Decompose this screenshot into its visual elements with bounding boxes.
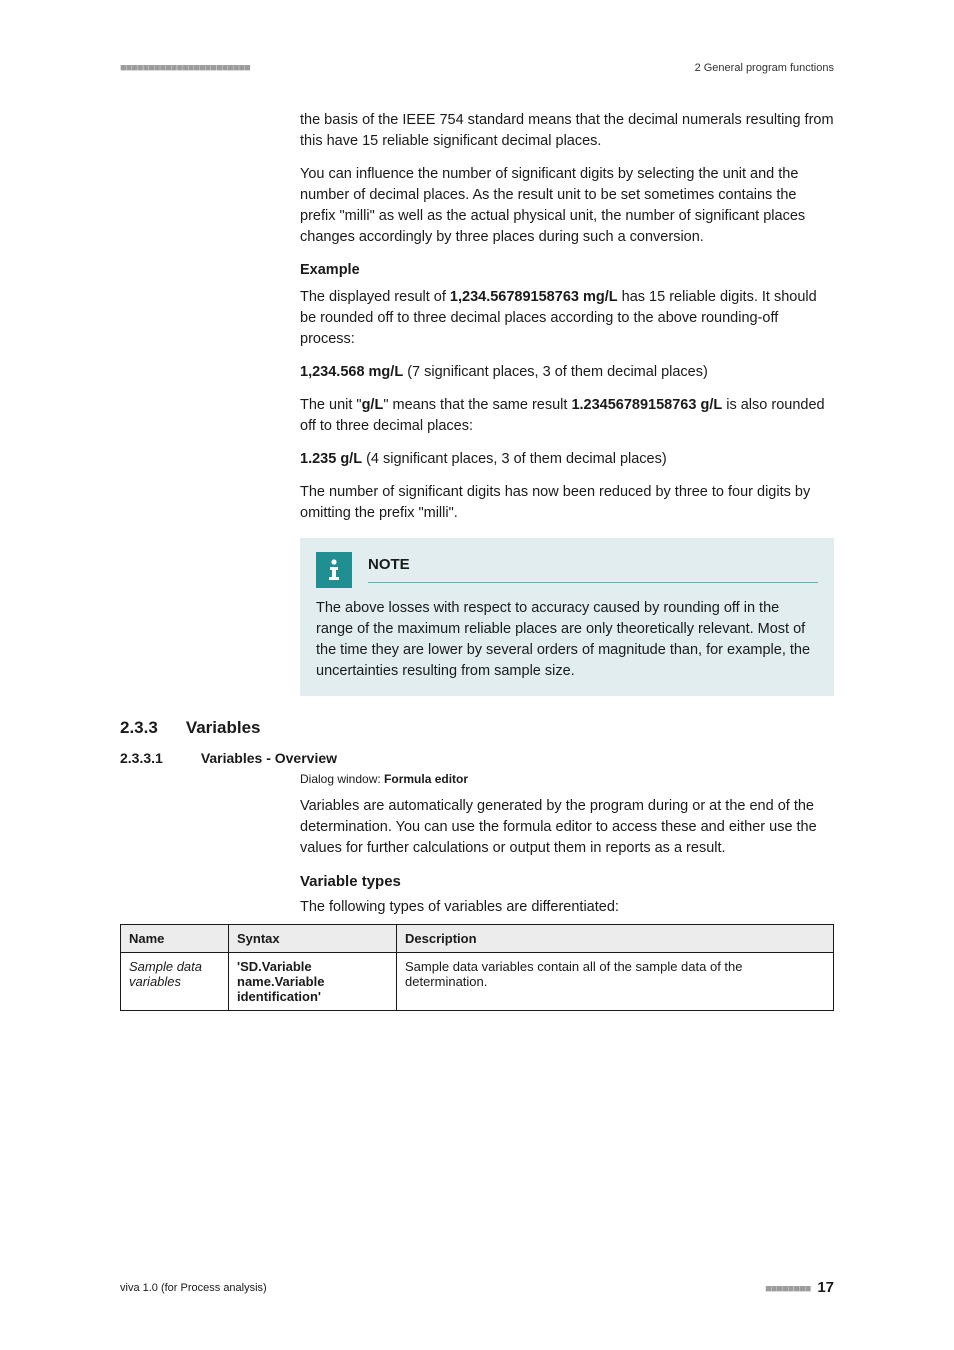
variable-types-intro: The following types of variables are dif… — [300, 897, 834, 918]
note-header: NOTE — [316, 552, 818, 588]
heading-3-number: 2.3.3.1 — [120, 750, 163, 766]
value-g-rounded: 1.235 g/L — [300, 451, 362, 467]
paragraph-example-intro: The displayed result of 1,234.5678915876… — [300, 287, 834, 350]
note-title: NOTE — [368, 556, 410, 573]
heading-3: 2.3.3.1 Variables - Overview — [120, 750, 834, 766]
note-box: NOTE The above losses with respect to ac… — [300, 538, 834, 696]
header-dots-decoration: ■■■■■■■■■■■■■■■■■■■■■■■ — [120, 62, 250, 74]
footer-right: ■■■■■■■■ 17 — [765, 1279, 834, 1296]
dialog-prefix: Dialog window: — [300, 772, 384, 786]
col-header-name: Name — [121, 925, 229, 953]
variables-table: Name Syntax Description Sample data vari… — [120, 924, 834, 1011]
cell-description: Sample data variables contain all of the… — [397, 953, 834, 1011]
paragraph-g-intro: The unit "g/L" means that the same resul… — [300, 395, 834, 437]
table-row: Sample data variables 'SD.Variable name.… — [121, 953, 834, 1011]
footer-product: viva 1.0 (for Process analysis) — [120, 1282, 267, 1294]
unit-g-per-l: g/L — [362, 397, 384, 413]
table-header-row: Name Syntax Description — [121, 925, 834, 953]
paragraph-ieee: the basis of the IEEE 754 standard means… — [300, 110, 834, 152]
heading-2: 2.3.3 Variables — [120, 718, 834, 738]
info-icon — [316, 552, 352, 588]
page-footer: viva 1.0 (for Process analysis) ■■■■■■■■… — [120, 1279, 834, 1296]
text-fragment: " means that the same result — [383, 397, 571, 413]
main-text-column: the basis of the IEEE 754 standard means… — [300, 110, 834, 696]
paragraph-influence: You can influence the number of signific… — [300, 164, 834, 248]
variables-intro: Variables are automatically generated by… — [300, 796, 834, 859]
heading-3-title: Variables - Overview — [201, 750, 337, 766]
cell-syntax: 'SD.Variable name.Variable identificatio… — [229, 953, 397, 1011]
note-body: The above losses with respect to accurac… — [316, 598, 818, 682]
header-chapter-title: 2 General program functions — [695, 62, 834, 74]
heading-2-title: Variables — [186, 718, 261, 738]
footer-page-number: 17 — [817, 1279, 834, 1296]
value-g-full: 1.23456789158763 g/L — [571, 397, 722, 413]
heading-2-number: 2.3.3 — [120, 718, 158, 738]
value-mg-rounded: 1,234.568 mg/L — [300, 364, 403, 380]
cell-name: Sample data variables — [121, 953, 229, 1011]
example-heading: Example — [300, 260, 834, 281]
section-body: Variables are automatically generated by… — [300, 796, 834, 918]
value-mg-full: 1,234.56789158763 mg/L — [450, 289, 618, 305]
col-header-description: Description — [397, 925, 834, 953]
text-fragment: (4 significant places, 3 of them decimal… — [362, 451, 667, 467]
dialog-window-line: Dialog window: Formula editor — [300, 772, 834, 786]
page-header: ■■■■■■■■■■■■■■■■■■■■■■■ 2 General progra… — [120, 62, 834, 74]
text-fragment: The displayed result of — [300, 289, 450, 305]
text-fragment: The unit " — [300, 397, 362, 413]
dialog-value: Formula editor — [384, 772, 468, 786]
footer-dots-decoration: ■■■■■■■■ — [765, 1283, 810, 1295]
page-container: ■■■■■■■■■■■■■■■■■■■■■■■ 2 General progra… — [0, 0, 954, 1350]
col-header-syntax: Syntax — [229, 925, 397, 953]
paragraph-mg-rounded: 1,234.568 mg/L (7 significant places, 3 … — [300, 362, 834, 383]
variable-types-heading: Variable types — [300, 871, 834, 893]
text-fragment: (7 significant places, 3 of them decimal… — [403, 364, 708, 380]
note-title-wrap: NOTE — [368, 552, 818, 583]
paragraph-reduction: The number of significant digits has now… — [300, 482, 834, 524]
paragraph-g-rounded: 1.235 g/L (4 significant places, 3 of th… — [300, 449, 834, 470]
